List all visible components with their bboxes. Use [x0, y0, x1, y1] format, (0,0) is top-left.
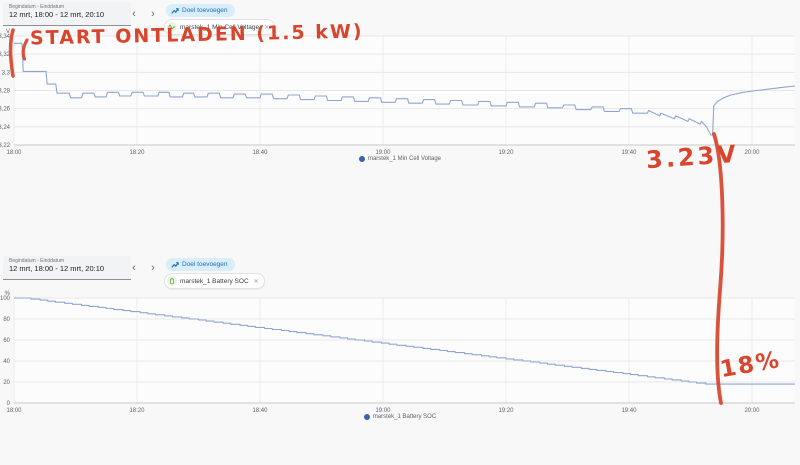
svg-text:18:00: 18:00	[6, 408, 22, 414]
voltage-legend: marstek_1 Min Cell Voltage	[0, 156, 800, 162]
add-goal-chip[interactable]: Doel toevoegen	[166, 258, 235, 271]
next-period-button[interactable]: ›	[145, 6, 161, 22]
next-period-button[interactable]: ›	[145, 260, 161, 276]
soc-chart[interactable]: 18:00 18:20 18:40 19:00 19:20 19:40 20:00 100 80…	[0, 288, 800, 414]
svg-text:60: 60	[3, 338, 10, 344]
svg-text:18:20: 18:20	[129, 408, 145, 414]
prev-period-button[interactable]: ‹	[126, 260, 142, 276]
remove-sensor-icon[interactable]: ✕	[253, 278, 259, 285]
goal-icon	[171, 7, 179, 14]
date-range-label: Begindatum - Einddatum	[9, 258, 65, 264]
voltage-chart[interactable]: 18:00 18:20 18:40 19:00 19:20 19:40 20:00 3,34 3…	[0, 26, 800, 158]
svg-text:18:20: 18:20	[129, 150, 145, 156]
remove-sensor-icon[interactable]: ✕	[264, 24, 270, 31]
waveform-icon	[167, 22, 177, 32]
svg-text:19:20: 19:20	[498, 408, 514, 414]
add-goal-label: Doel toevoegen	[182, 261, 228, 268]
svg-text:19:00: 19:00	[375, 150, 391, 156]
svg-text:20:00: 20:00	[744, 408, 760, 414]
svg-text:40: 40	[3, 359, 10, 365]
date-range-value: 12 mrt, 18:00 - 12 mrt, 20:10	[9, 10, 105, 19]
legend-label: marstek_1 Min Cell Voltage	[367, 156, 442, 162]
svg-text:3,24: 3,24	[0, 125, 11, 131]
goal-icon	[171, 261, 179, 268]
svg-text:100: 100	[0, 296, 11, 302]
voltage-sensor-chip[interactable]: marstek_1 Min Cell Voltage ✕	[164, 19, 276, 35]
date-range-label: Begindatum - Einddatum	[9, 4, 65, 10]
soc-panel-header: Begindatum - Einddatum 12 mrt, 18:00 - 1…	[0, 254, 800, 300]
svg-text:18:40: 18:40	[252, 150, 268, 156]
svg-text:20:00: 20:00	[744, 150, 760, 156]
svg-text:19:40: 19:40	[621, 408, 637, 414]
svg-text:18:00: 18:00	[6, 150, 22, 156]
date-range-picker[interactable]: Begindatum - Einddatum 12 mrt, 18:00 - 1…	[3, 256, 131, 280]
svg-text:3,32: 3,32	[0, 52, 11, 58]
svg-text:18:40: 18:40	[252, 408, 268, 414]
svg-text:3,28: 3,28	[0, 89, 11, 95]
svg-text:3,34: 3,34	[0, 34, 11, 40]
svg-text:20: 20	[3, 380, 10, 386]
svg-text:3,22: 3,22	[0, 143, 11, 149]
svg-text:V: V	[6, 29, 10, 35]
svg-text:80: 80	[3, 317, 10, 323]
svg-text:19:40: 19:40	[621, 150, 637, 156]
legend-dot	[358, 156, 365, 162]
add-goal-chip[interactable]: Doel toevoegen	[166, 4, 235, 17]
date-range-picker[interactable]: Begindatum - Einddatum 12 mrt, 18:00 - 1…	[3, 2, 131, 26]
prev-period-button[interactable]: ‹	[126, 6, 142, 22]
svg-text:19:20: 19:20	[498, 150, 514, 156]
svg-text:3,26: 3,26	[0, 107, 11, 113]
voltage-sensor-label: marstek_1 Min Cell Voltage	[180, 23, 260, 31]
add-goal-label: Doel toevoegen	[182, 7, 228, 14]
svg-text:%: %	[5, 291, 11, 297]
legend-item[interactable]: marstek_1 Min Cell Voltage	[358, 156, 442, 162]
soc-legend: marstek_1 Battery SOC	[0, 414, 800, 420]
date-range-value: 12 mrt, 18:00 - 12 mrt, 20:10	[9, 264, 105, 273]
soc-sensor-chip[interactable]: marstek_1 Battery SOC ✕	[164, 273, 265, 289]
svg-text:0: 0	[7, 401, 11, 407]
voltage-panel-header: Begindatum - Einddatum 12 mrt, 18:00 - 1…	[0, 0, 800, 46]
legend-item[interactable]: marstek_1 Battery SOC	[363, 414, 437, 420]
battery-icon	[167, 276, 177, 286]
soc-sensor-label: marstek_1 Battery SOC	[180, 277, 249, 285]
svg-text:19:00: 19:00	[375, 408, 391, 414]
legend-label: marstek_1 Battery SOC	[372, 414, 437, 420]
svg-text:3,3: 3,3	[2, 70, 11, 76]
legend-dot	[363, 414, 370, 420]
